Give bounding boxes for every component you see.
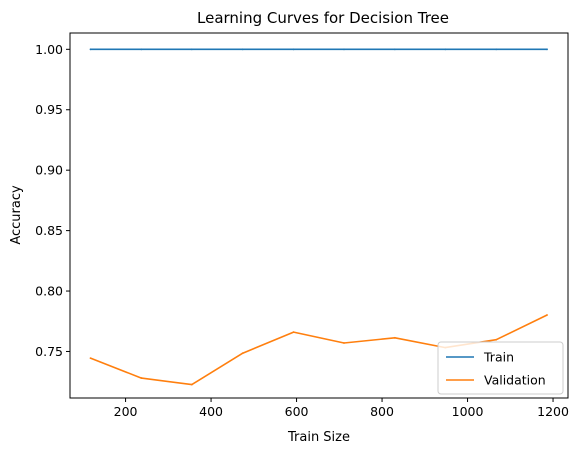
series-lines — [89, 48, 548, 386]
y-axis-ticks: 0.75 0.80 0.85 0.90 0.95 1.00 — [35, 42, 70, 359]
validation-data-point — [343, 342, 345, 344]
x-tick-label: 200 — [114, 404, 138, 419]
validation-data-point — [190, 383, 193, 386]
legend-label-validation: Validation — [484, 373, 546, 388]
legend-box — [437, 341, 564, 395]
x-axis-ticks: 200 400 600 800 1000 1200 — [114, 398, 569, 419]
chart-title: Learning Curves for Decision Tree — [197, 9, 449, 27]
x-tick-label: 1000 — [452, 404, 484, 419]
y-tick-label: 0.95 — [35, 102, 63, 117]
y-tick-label: 0.90 — [35, 163, 63, 178]
train-data-point — [343, 48, 345, 51]
validation-data-point — [140, 377, 143, 379]
y-tick-label: 1.00 — [35, 42, 63, 57]
x-tick-label: 600 — [285, 404, 309, 419]
y-axis-title: Accuracy — [9, 185, 24, 245]
train-data-point — [444, 48, 447, 51]
train-data-point — [495, 48, 498, 51]
train-data-point — [241, 48, 244, 51]
train-data-point — [292, 48, 295, 51]
y-tick-label: 0.85 — [35, 223, 63, 238]
train-data-point — [190, 48, 193, 51]
x-tick-label: 800 — [370, 404, 394, 419]
legend-label-train: Train — [483, 350, 514, 365]
train-data-point — [89, 48, 92, 51]
validation-data-point — [89, 357, 92, 360]
train-data-point — [140, 48, 143, 51]
y-tick-label: 0.75 — [35, 344, 63, 359]
validation-data-point — [241, 352, 244, 355]
validation-data-point — [495, 338, 498, 341]
validation-data-point — [292, 331, 295, 334]
x-tick-label: 1200 — [537, 404, 569, 419]
x-tick-label: 400 — [199, 404, 223, 419]
legend: Train Validation — [437, 341, 564, 395]
train-data-point — [546, 48, 548, 51]
validation-data-point — [393, 336, 396, 339]
y-tick-label: 0.80 — [35, 284, 63, 299]
x-axis-title: Train Size — [287, 430, 350, 445]
plot-frame — [69, 32, 569, 399]
validation-data-point — [546, 314, 548, 316]
train-data-point — [393, 48, 396, 51]
